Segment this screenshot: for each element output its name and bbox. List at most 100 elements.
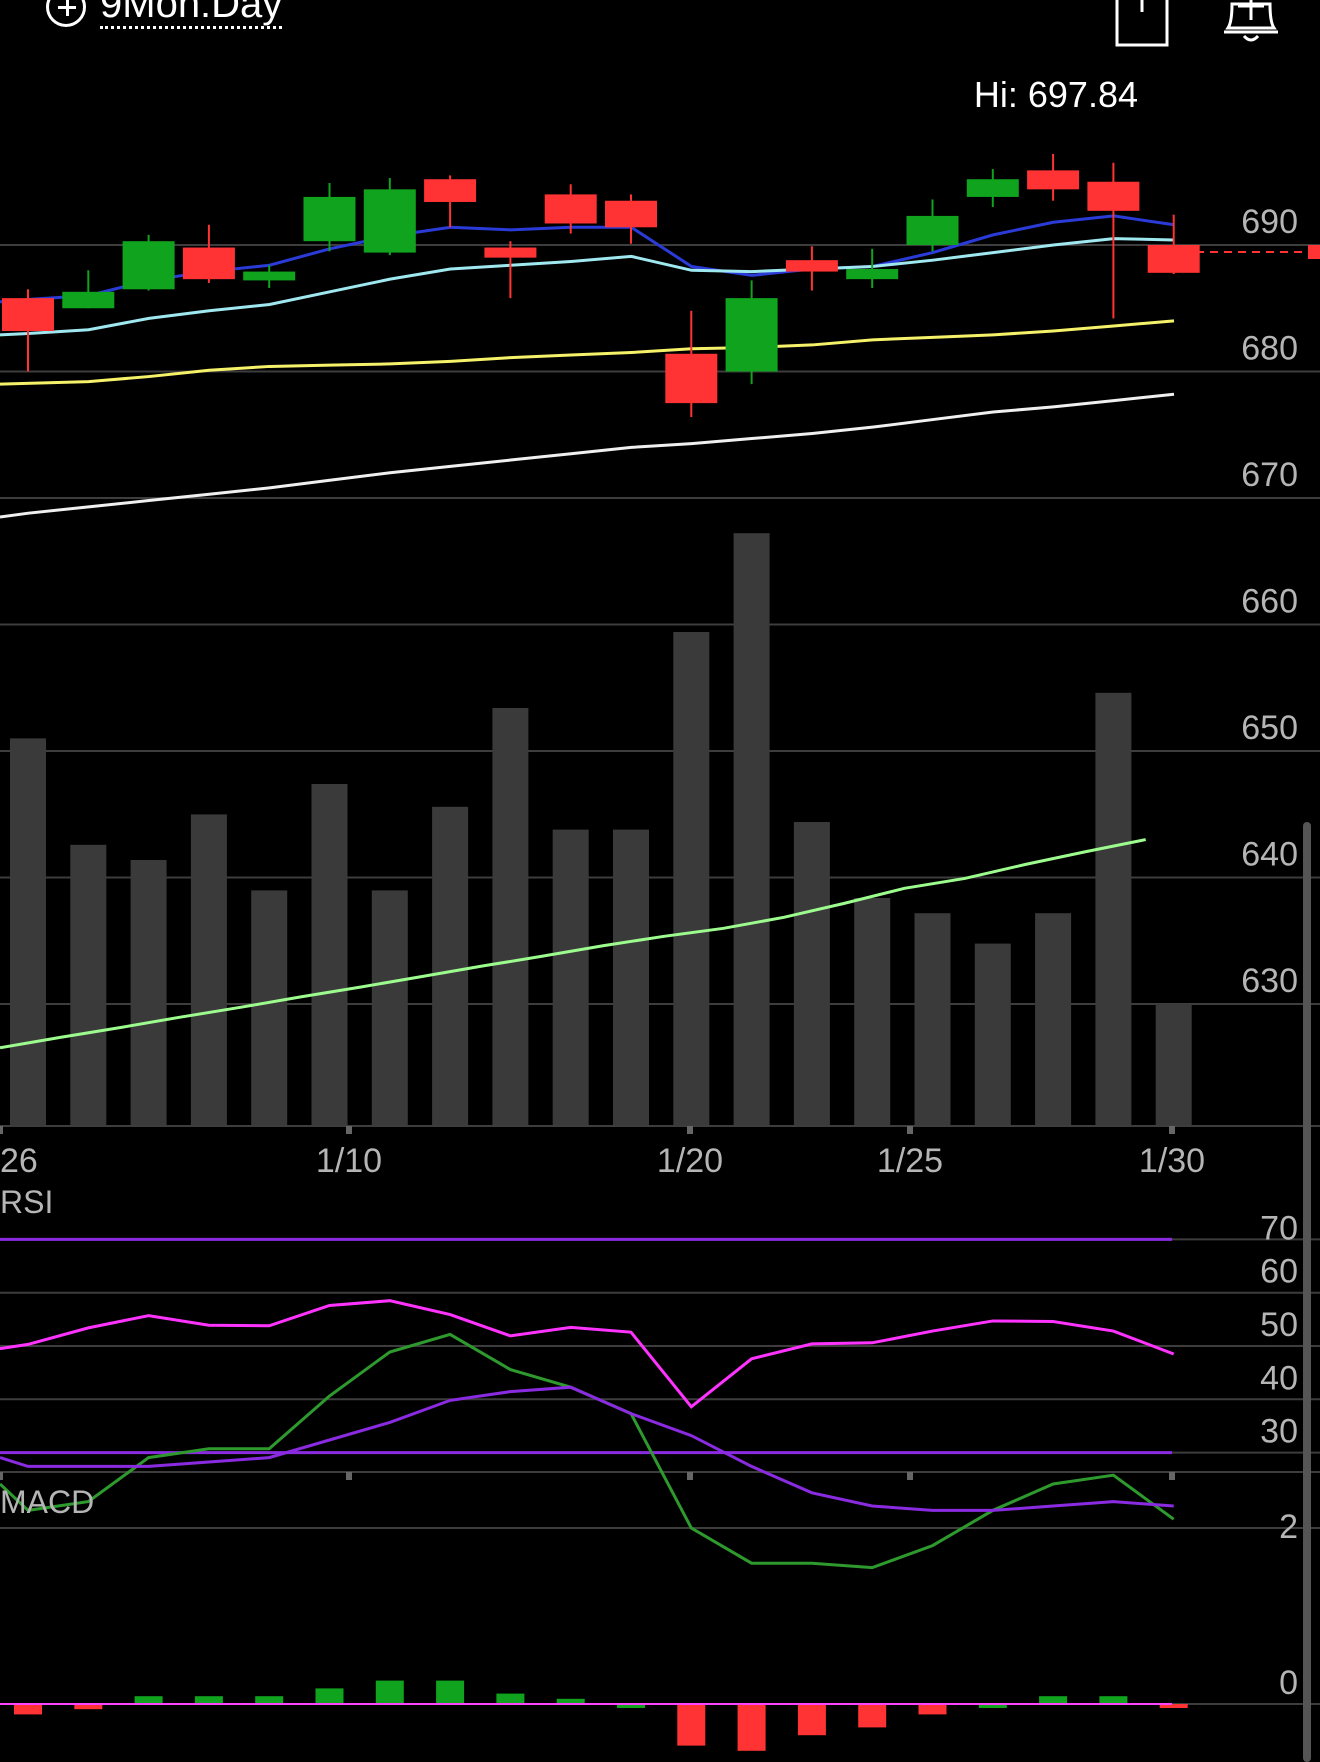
volume-bar bbox=[130, 860, 167, 1126]
bell-add-icon[interactable] bbox=[1216, 0, 1286, 48]
volume-bar bbox=[914, 913, 951, 1126]
volume-bar bbox=[613, 829, 649, 1126]
x-tick-mark bbox=[687, 1126, 693, 1134]
x-tick-label: 1/20 bbox=[657, 1142, 723, 1180]
candle-body bbox=[665, 353, 718, 404]
rsi-line bbox=[0, 1299, 1175, 1409]
x-tick-label: 1/30 bbox=[1139, 1142, 1205, 1180]
macd-histogram-bar bbox=[194, 1696, 223, 1704]
price-tick-label: 640 bbox=[1241, 836, 1298, 874]
x-tick-mark bbox=[346, 1126, 352, 1134]
macd-histogram-bar bbox=[74, 1704, 103, 1710]
volume-bar bbox=[733, 533, 770, 1126]
rsi-tick-label: 30 bbox=[1260, 1413, 1298, 1451]
candle-body bbox=[966, 179, 1019, 197]
x-tick-mark bbox=[1169, 1126, 1175, 1134]
rsi-tick-label: 40 bbox=[1260, 1359, 1298, 1397]
rsi-tick-label: 50 bbox=[1260, 1306, 1298, 1344]
price-tick-label: 690 bbox=[1241, 203, 1298, 241]
macd-histogram-bar bbox=[134, 1696, 163, 1704]
macd-histogram-bar bbox=[1159, 1704, 1188, 1708]
share-icon[interactable] bbox=[1114, 0, 1170, 48]
signal-line bbox=[0, 1385, 1174, 1512]
x-tick-mark bbox=[0, 1472, 3, 1480]
volume-bar bbox=[673, 632, 710, 1126]
macd-histogram-bar bbox=[315, 1688, 344, 1704]
high-price-label: Hi: 697.84 bbox=[973, 74, 1138, 115]
x-tick-mark bbox=[907, 1472, 913, 1480]
macd-panel-label: MACD bbox=[0, 1484, 95, 1520]
last-price-marker bbox=[1308, 245, 1320, 259]
macd-histogram-bar bbox=[1099, 1696, 1128, 1704]
candle-body bbox=[303, 196, 356, 242]
macd-histogram-bar bbox=[858, 1704, 887, 1728]
period-selector[interactable]: 9Mon:Day bbox=[46, 0, 283, 29]
candle-body bbox=[243, 271, 296, 281]
candle-body bbox=[122, 241, 175, 290]
macd-tick-label: 2 bbox=[1279, 1508, 1298, 1546]
volume-bar bbox=[854, 898, 891, 1126]
ma-cyan-line bbox=[0, 237, 1175, 337]
ma-yellow-line bbox=[0, 319, 1175, 386]
volume-bar bbox=[793, 822, 830, 1126]
price-tick-label: 680 bbox=[1241, 330, 1298, 368]
x-tick-mark bbox=[687, 1472, 693, 1480]
volume-bar bbox=[70, 844, 107, 1126]
volume-bar bbox=[190, 814, 227, 1126]
rsi-tick-label: 70 bbox=[1260, 1209, 1298, 1247]
candle-body bbox=[484, 247, 537, 258]
price-tick-label: 670 bbox=[1241, 456, 1298, 494]
x-tick-label: 1/25 bbox=[877, 1142, 943, 1180]
macd-histogram-bar bbox=[436, 1680, 465, 1704]
macd-histogram-bar bbox=[677, 1704, 706, 1746]
x-tick-mark bbox=[1169, 1472, 1175, 1480]
volume-ma-line bbox=[0, 838, 1146, 1050]
ma-white-line bbox=[0, 392, 1175, 519]
candle-body bbox=[1087, 181, 1140, 211]
rsi-tick-label: 60 bbox=[1260, 1253, 1298, 1291]
period-label[interactable]: 9Mon:Day bbox=[100, 0, 283, 29]
macd-histogram-bar bbox=[737, 1704, 766, 1751]
macd-histogram-bar bbox=[617, 1704, 645, 1708]
x-tick-label: 26 bbox=[0, 1142, 38, 1180]
candle-body bbox=[605, 200, 657, 228]
top-toolbar: 9Mon:Day bbox=[0, 0, 1320, 60]
volume-bar bbox=[1155, 1004, 1192, 1126]
price-tick-label: 650 bbox=[1241, 709, 1298, 747]
candle-body bbox=[544, 194, 597, 224]
macd-line bbox=[0, 1332, 1175, 1570]
price-tick-label: 630 bbox=[1241, 962, 1298, 1000]
volume-bar bbox=[432, 806, 469, 1126]
candle-body bbox=[785, 260, 838, 272]
x-tick-mark bbox=[907, 1126, 913, 1134]
scrollbar-thumb[interactable] bbox=[1303, 822, 1311, 1762]
volume-bar bbox=[311, 784, 348, 1126]
candle-body bbox=[424, 179, 477, 202]
macd-histogram-bar bbox=[255, 1696, 284, 1704]
volume-bar bbox=[974, 943, 1011, 1126]
macd-tick-label: 0 bbox=[1279, 1664, 1298, 1702]
macd-histogram-bar bbox=[797, 1704, 826, 1736]
candle-body bbox=[906, 215, 959, 245]
x-tick-mark bbox=[0, 1126, 3, 1134]
macd-histogram-bar bbox=[556, 1698, 585, 1704]
volume-bar bbox=[10, 738, 46, 1126]
candle-body bbox=[725, 298, 778, 372]
macd-histogram-bar bbox=[14, 1704, 42, 1715]
volume-bar bbox=[552, 829, 589, 1126]
x-tick-mark bbox=[346, 1472, 352, 1480]
volume-bar bbox=[1035, 913, 1072, 1126]
volume-bar bbox=[492, 708, 529, 1126]
candle-body bbox=[1027, 170, 1080, 190]
candle-body bbox=[1147, 245, 1200, 273]
macd-histogram-bar bbox=[918, 1704, 947, 1715]
add-circle-icon[interactable] bbox=[46, 0, 86, 27]
volume-bar bbox=[371, 890, 408, 1126]
candle-body bbox=[363, 189, 416, 253]
macd-histogram-bar bbox=[375, 1680, 404, 1704]
volume-bar bbox=[251, 890, 288, 1126]
candle-body bbox=[2, 298, 54, 332]
volume-bar bbox=[1095, 692, 1132, 1126]
macd-histogram-bar bbox=[978, 1704, 1007, 1708]
